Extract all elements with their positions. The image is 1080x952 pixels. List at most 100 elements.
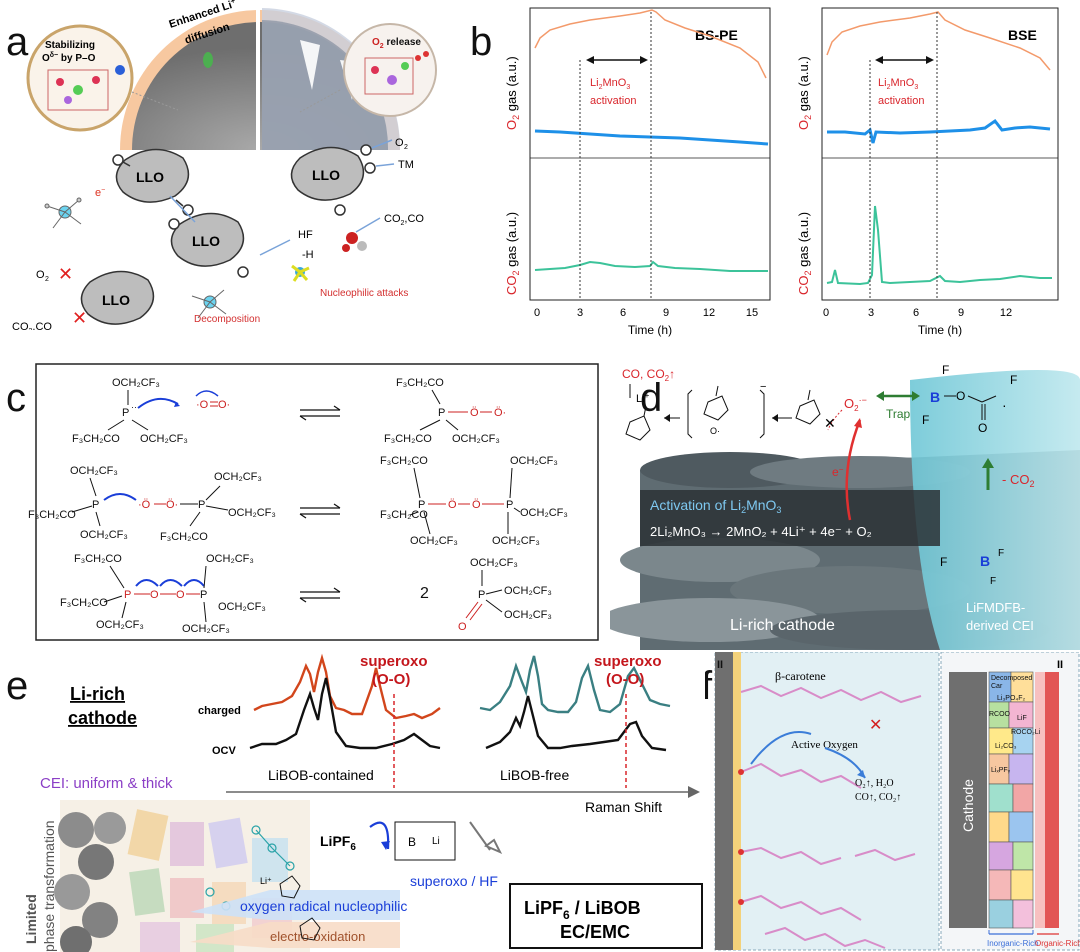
svg-text:O: O	[176, 589, 185, 601]
o2-baseline-orange-2	[826, 11, 1051, 71]
activation-box	[640, 490, 940, 546]
svg-text:O: O	[978, 421, 987, 435]
svg-text:OCH₂CF₃: OCH₂CF₃	[492, 535, 540, 547]
svg-text:LLO: LLO	[102, 292, 130, 308]
svg-text:RCOO: RCOO	[989, 711, 1011, 718]
svg-text:OCH₂CF₃: OCH₂CF₃	[510, 455, 558, 467]
o2-baseline-orange-1	[534, 9, 767, 79]
svg-text:Organic-Rich: Organic-Rich	[1035, 939, 1080, 948]
svg-text:OCH₂CF₃: OCH₂CF₃	[410, 535, 458, 547]
panel-label-c: c	[6, 376, 26, 420]
svg-text:electro-oxidation: electro-oxidation	[270, 929, 365, 944]
svg-text:O: O	[458, 621, 467, 633]
svg-text:12: 12	[703, 307, 715, 319]
raman-charged-libob	[253, 653, 441, 720]
svg-text:P: P	[122, 407, 129, 419]
svg-text:OCH₂CF₃: OCH₂CF₃	[228, 507, 276, 519]
svg-text:F: F	[942, 363, 949, 377]
svg-text:F: F	[922, 413, 929, 427]
panel-label-f: f	[705, 664, 713, 708]
svg-text:CO↑, CO₂↑: CO↑, CO₂↑	[855, 792, 901, 803]
reaction-scheme: OCH₂CF₃ P ·· F₃CH₂CO OCH₂CF₃ ·O O· F₃CH₂CO …	[28, 363, 599, 641]
svg-text:2: 2	[45, 276, 49, 283]
svg-text:LiF: LiF	[1017, 715, 1027, 722]
svg-text:HF: HF	[298, 229, 313, 241]
svg-text:Ö: Ö	[470, 407, 479, 419]
svg-text:P: P	[124, 589, 131, 601]
svg-text:CO2,CO: CO2,CO	[12, 321, 52, 330]
svg-text:Inorganic-Rich: Inorganic-Rich	[987, 939, 1039, 948]
svg-text:Ö·: Ö·	[494, 407, 506, 419]
chart-title-bs-pe: BS-PE	[695, 27, 738, 43]
svg-text:F: F	[998, 548, 1004, 559]
svg-text:O₂↑, H₂O: O₂↑, H₂O	[855, 778, 894, 789]
svg-text:β-carotene: β-carotene	[775, 669, 826, 683]
svg-text:9: 9	[958, 307, 964, 319]
svg-text:Nucleophilic attacks: Nucleophilic attacks	[320, 288, 408, 299]
svg-text:CEI: uniform & thick: CEI: uniform & thick	[40, 775, 173, 792]
svg-text:Car: Car	[991, 683, 1003, 690]
svg-text:OCH₂CF₃: OCH₂CF₃	[80, 529, 128, 541]
svg-text:cathode: cathode	[68, 708, 137, 728]
svg-text:Decomposed: Decomposed	[991, 675, 1032, 682]
svg-text:Ö: Ö	[448, 499, 457, 511]
svg-text:OCH₂CF₃: OCH₂CF₃	[96, 619, 144, 631]
svg-text:OCH₂CF₃: OCH₂CF₃	[182, 623, 230, 635]
svg-text:F₃CH₂CO: F₃CH₂CO	[74, 553, 122, 565]
svg-text:Ö: Ö	[472, 499, 481, 511]
svg-text:OCH₂CF₃: OCH₂CF₃	[470, 557, 518, 569]
svg-text:Trap: Trap	[886, 407, 911, 421]
svg-text:2: 2	[420, 585, 429, 602]
panel-label-a: a	[6, 20, 29, 64]
svg-text:O·: O·	[710, 426, 720, 436]
svg-text:superoxo / HF: superoxo / HF	[410, 873, 498, 889]
svg-text:✕: ✕	[869, 717, 882, 734]
svg-text:O: O	[395, 137, 404, 149]
svg-text:TM: TM	[398, 159, 414, 171]
svg-text:CO, CO2↑: CO, CO2↑	[622, 367, 675, 383]
panel-a-diagram: Enhanced Li+ diffusion Stabilizing Oδ− b…	[12, 0, 437, 330]
svg-text:(O-O): (O-O)	[372, 671, 410, 688]
chart-bs-pe: BS-PE Li2MnO3 activation O2 gas (a.u.) C…	[504, 7, 771, 337]
svg-text:P: P	[506, 499, 513, 511]
svg-text:Stabilizing: Stabilizing	[45, 40, 95, 51]
svg-text:LiBOB-free: LiBOB-free	[500, 767, 569, 783]
llo-particle-2: LLO	[168, 212, 249, 278]
panel-b: b BS-PE Li2MnO3 activation O2 gas (a.u.)…	[440, 0, 1080, 345]
svg-text:OCH₂CF₃: OCH₂CF₃	[504, 585, 552, 597]
svg-text:F: F	[990, 576, 996, 587]
svg-text:LLO: LLO	[192, 233, 220, 249]
carotene-cei-diagram: II β-carotene Active Oxygen ✕ O₂↑, H₂O C…	[714, 652, 1080, 951]
svg-text:·Ö: ·Ö	[138, 499, 151, 511]
svg-text:B: B	[408, 835, 416, 849]
svg-text:- CO2: - CO2	[1002, 472, 1034, 489]
cei-grains	[988, 671, 1034, 929]
raman-ocv-libob	[249, 677, 441, 750]
raman-ocv-free	[485, 695, 667, 752]
svg-text:Raman Shift: Raman Shift	[585, 799, 662, 815]
carotene-chains	[740, 684, 922, 949]
svg-text:F₃CH₂CO: F₃CH₂CO	[72, 433, 120, 445]
svg-text:B: B	[980, 553, 990, 569]
svg-text:12: 12	[1000, 307, 1012, 319]
svg-text:charged: charged	[198, 705, 241, 717]
svg-text:OCH₂CF₃: OCH₂CF₃	[214, 471, 262, 483]
svg-text:LiPF6: LiPF6	[320, 833, 356, 853]
svg-text:F₃CH₂CO: F₃CH₂CO	[380, 455, 428, 467]
svg-text:OCH₂CF₃: OCH₂CF₃	[520, 507, 568, 519]
svg-text:P: P	[200, 589, 207, 601]
svg-text:activation: activation	[590, 95, 636, 107]
chart-title-bse: BSE	[1008, 27, 1037, 43]
svg-text:O: O	[150, 589, 159, 601]
svg-text:P: P	[438, 407, 445, 419]
svg-text:0: 0	[823, 307, 829, 319]
panel-label-e: e	[6, 664, 29, 708]
electrolyte-box	[509, 883, 703, 949]
svg-text:F₃CH₂CO: F₃CH₂CO	[384, 433, 432, 445]
cei-mechanism: Activation of Li2MnO3 2Li₂MnO₃ → 2MnO₂ +…	[610, 363, 1080, 650]
svg-text:F₃CH₂CO: F₃CH₂CO	[396, 377, 444, 389]
svg-text:Li-rich cathode: Li-rich cathode	[730, 617, 835, 634]
cei-layer	[910, 370, 1080, 650]
svg-text:O2 gas (a.u.): O2 gas (a.u.)	[796, 56, 813, 130]
svg-text:··: ··	[131, 402, 137, 412]
